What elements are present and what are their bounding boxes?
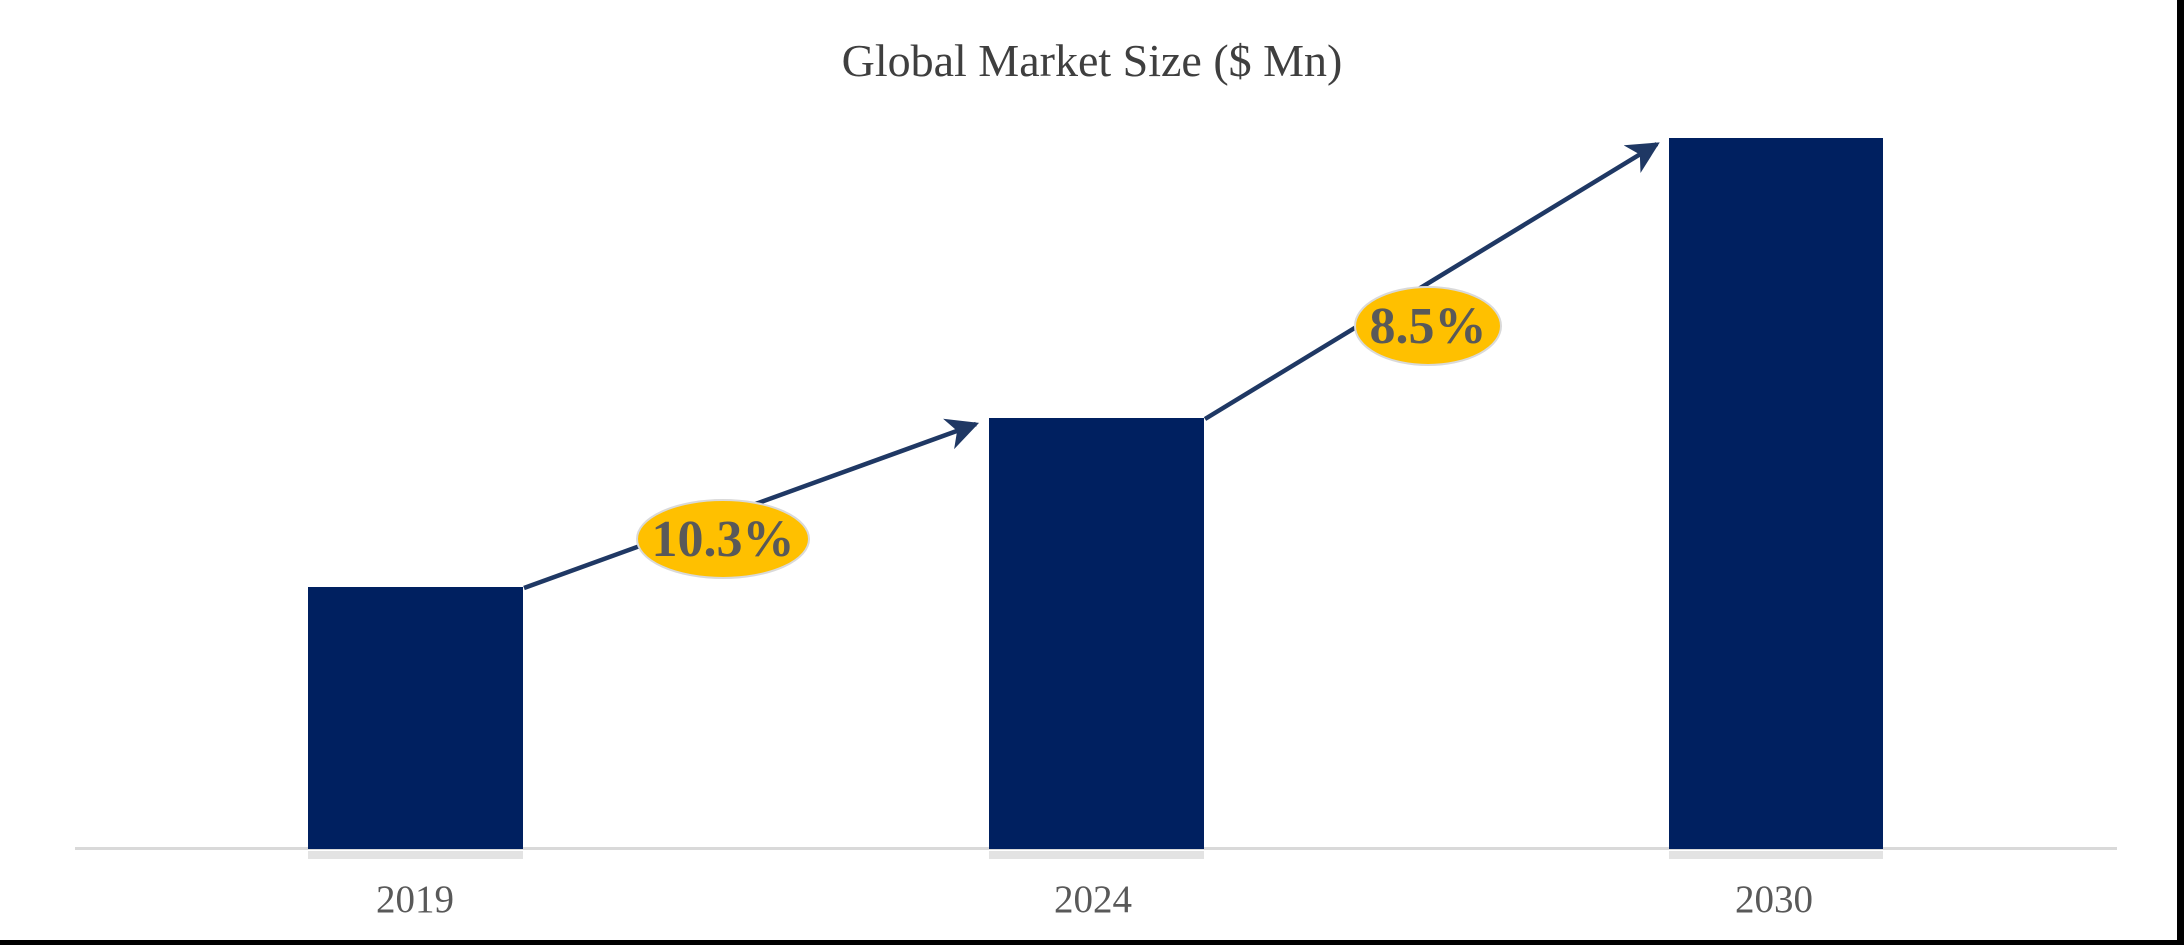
bar-shadow xyxy=(1669,851,1883,859)
cagr-badge-ellipse-2019-2024 xyxy=(636,499,810,579)
bar-shadow xyxy=(989,851,1204,859)
cagr-badge-ellipse-2024-2030 xyxy=(1354,286,1502,366)
growth-arrow-2024-2030 xyxy=(1203,142,1660,421)
category-label-2019: 2019 xyxy=(376,878,454,921)
bar-2019 xyxy=(308,587,523,849)
bar-2024 xyxy=(989,418,1204,849)
category-label-2030: 2030 xyxy=(1735,878,1813,921)
cagr-label-2024-2030: 8.5% xyxy=(1370,298,1487,355)
bar-2030 xyxy=(1669,138,1883,849)
cagr-label-2019-2024: 10.3% xyxy=(652,511,795,568)
bar-shadow xyxy=(308,851,523,859)
chart-title: Global Market Size ($ Mn) xyxy=(842,35,1343,86)
category-label-2024: 2024 xyxy=(1054,878,1132,921)
